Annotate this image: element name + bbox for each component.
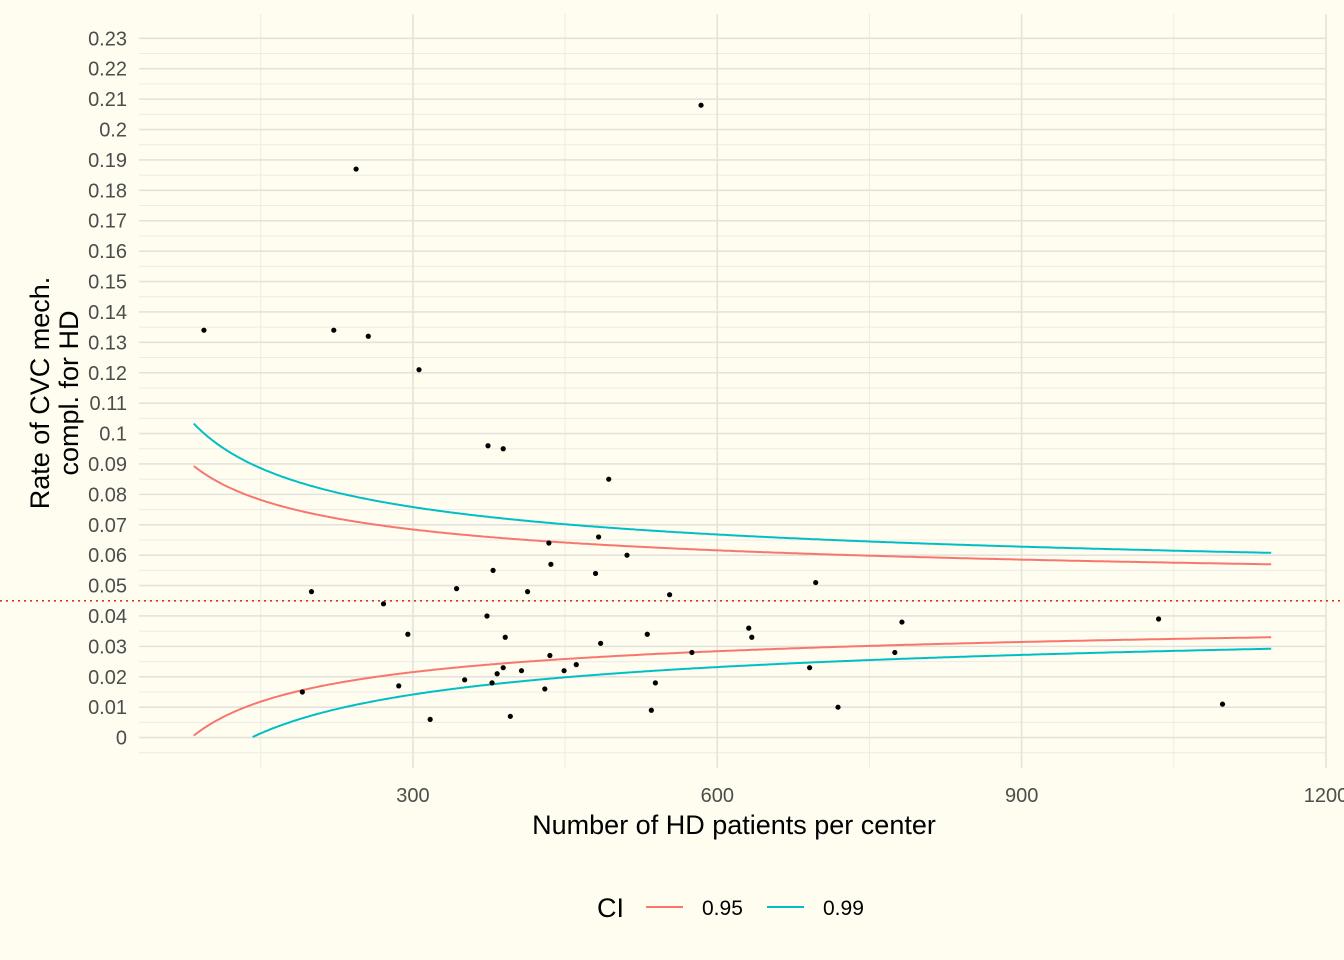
data-point [396,683,402,689]
data-point [380,601,387,607]
x-tick-label: 300 [396,785,429,807]
data-point [648,707,654,713]
data-point [835,704,841,710]
y-axis-title: Rate of CVC mech. compl. for HD [25,277,84,510]
data-point [644,631,650,637]
data-point [490,567,496,573]
data-point [201,327,207,333]
y-tick-label: 0.15 [88,272,127,294]
legend-label-095: 0.95 [702,897,743,920]
data-point [592,570,599,577]
y-tick-label: 0.12 [88,363,127,385]
data-point [1219,701,1226,707]
data-point [331,327,337,333]
data-point [1156,616,1162,622]
data-point [299,689,305,695]
data-point [813,579,819,586]
data-point [698,102,704,108]
y-axis-tick-labels: 0 0.01 0.02 0.03 0.04 0.05 0.06 0.07 0.08 0.09 0.1… [88,28,127,749]
data-point [689,649,695,656]
y-tick-label: 0.02 [88,667,127,689]
lower-limit-0.95 [193,636,1272,737]
data-point [899,619,905,625]
data-point [427,716,433,722]
data-point [507,713,513,719]
data-point [652,680,658,686]
y-axis-title-line-1: Rate of CVC mech. [25,277,55,510]
data-point [500,665,506,671]
data-point [405,631,411,637]
data-point [666,592,673,598]
upper-limit-0.99 [193,422,1272,554]
data-point [595,534,602,540]
data-point [548,561,554,567]
y-tick-label: 0.05 [88,576,127,598]
data-point [547,652,553,659]
y-tick-label: 0.18 [88,180,127,202]
data-point [485,443,491,449]
data-point [746,625,752,631]
center-points [201,102,1226,722]
x-tick-label: 600 [701,785,734,807]
y-tick-label: 0.06 [88,545,127,567]
y-tick-label: 0 [116,728,127,750]
data-point [624,552,630,558]
y-tick-label: 0.1 [99,424,127,446]
y-tick-label: 0.23 [88,28,127,50]
y-tick-label: 0.19 [88,150,127,172]
data-point [308,589,315,595]
data-point [606,476,612,482]
y-tick-label: 0.13 [88,332,127,354]
confidence-limit-lines [193,422,1272,738]
data-point [542,686,548,692]
y-tick-label: 0.21 [88,89,127,111]
data-point [749,634,755,640]
y-tick-label: 0.08 [88,484,127,506]
data-point [365,333,371,339]
data-point [462,677,468,683]
major-gridlines [139,14,1327,768]
y-tick-label: 0.07 [88,515,127,537]
x-tick-label: 900 [1005,785,1038,807]
y-axis-title-line-2: compl. for HD [54,310,84,475]
y-tick-label: 0.11 [90,393,127,415]
data-point [484,613,490,619]
data-point [489,680,495,686]
x-axis-tick-labels: 300 600 900 1200 [396,785,1344,807]
data-point [518,668,525,674]
data-point [416,367,422,373]
legend-label-099: 0.99 [823,897,864,920]
data-point [892,649,898,656]
y-tick-label: 0.01 [88,697,127,719]
y-tick-label: 0.03 [88,636,127,658]
y-tick-label: 0.17 [88,211,127,233]
y-tick-label: 0.14 [88,302,127,324]
data-point [524,589,531,595]
minor-gridlines [139,14,1326,768]
legend-title: CI [597,893,624,923]
y-tick-label: 0.2 [99,120,127,142]
data-point [598,640,604,646]
data-point [500,446,506,452]
y-tick-label: 0.16 [88,241,127,263]
upper-limit-0.95 [193,465,1272,566]
y-tick-label: 0.04 [88,606,127,628]
data-point [494,671,500,677]
lower-limit-0.99 [252,647,1272,738]
legend: CI 0.95 0.99 [597,893,864,923]
y-tick-label: 0.22 [88,59,127,81]
data-point [561,668,567,674]
x-tick-label: 1200 [1304,785,1344,807]
data-point [502,634,508,640]
data-point [453,586,460,592]
y-tick-label: 0.09 [88,454,127,476]
data-point [807,665,813,671]
data-point [353,166,359,172]
x-axis-title: Number of HD patients per center [532,810,936,840]
data-point [573,662,579,668]
data-point [546,540,552,546]
